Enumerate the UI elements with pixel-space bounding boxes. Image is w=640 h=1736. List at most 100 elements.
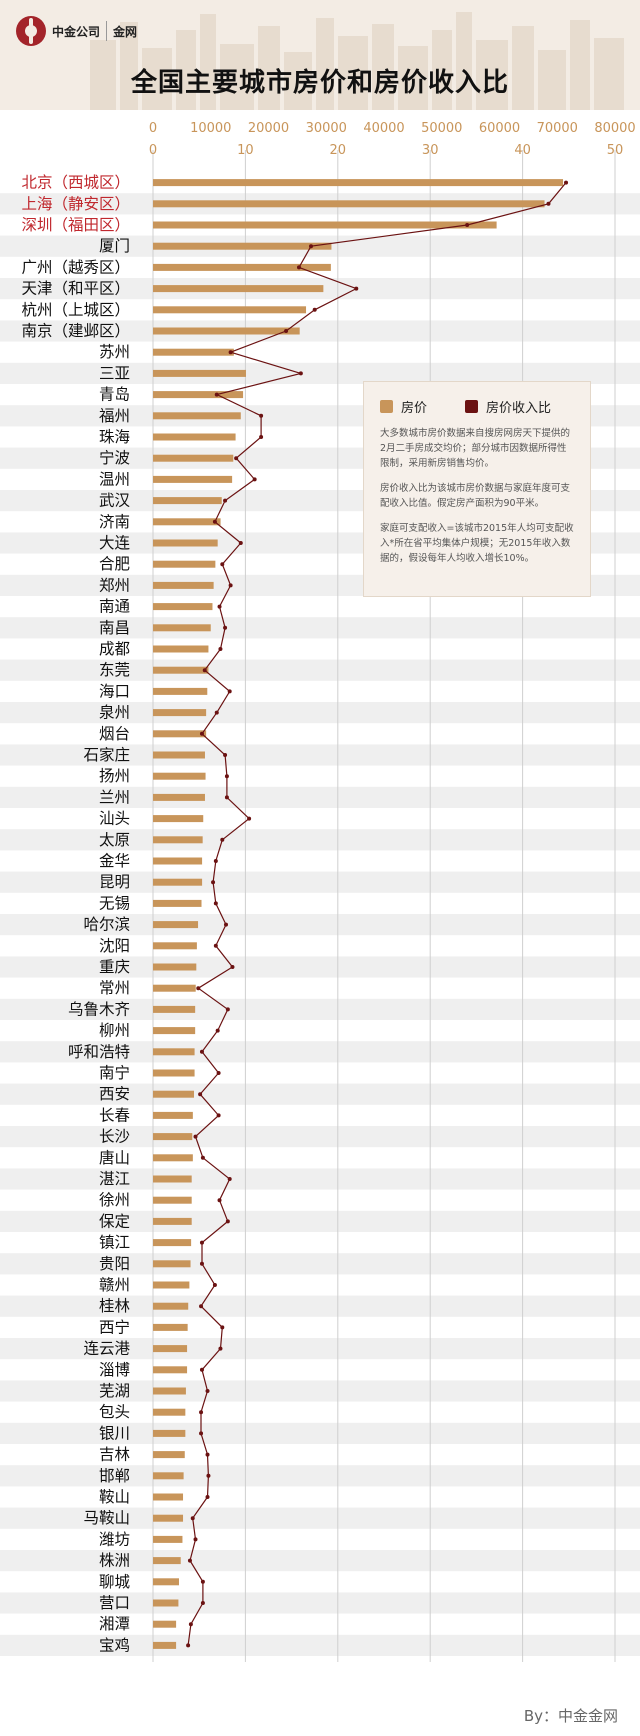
ratio-point <box>212 519 217 524</box>
city-label: 东莞 <box>99 661 130 679</box>
ratio-point <box>220 837 225 842</box>
city-label: 重庆 <box>99 958 130 976</box>
price-bar <box>153 539 218 547</box>
city-label: 杭州（上城区） <box>21 301 130 319</box>
ratio-point <box>220 562 225 567</box>
ratio-point <box>215 1028 220 1033</box>
ratio-point <box>223 625 228 630</box>
ratio-point <box>187 1558 192 1563</box>
ratio-point <box>193 1537 198 1542</box>
ratio-point <box>284 329 289 333</box>
price-bar <box>153 666 209 674</box>
price-bar <box>153 857 203 865</box>
city-label: 温州 <box>99 470 130 488</box>
city-label: 湘潭 <box>99 1615 130 1633</box>
row-stripe <box>0 702 640 724</box>
price-bar <box>153 921 199 929</box>
price-bar <box>153 306 307 314</box>
brand-sub: 金网 <box>113 24 138 39</box>
row-stripe <box>0 786 640 808</box>
ratio-line <box>187 182 567 1646</box>
city-label: 厦门 <box>99 237 130 255</box>
price-bar <box>153 285 324 293</box>
price-bar <box>153 1408 186 1416</box>
ratio-point <box>199 1367 204 1372</box>
ratio-point <box>190 1516 195 1521</box>
city-label: 上海（静安区） <box>21 195 130 213</box>
price-bar <box>153 1048 195 1056</box>
city-label: 北京（西城区） <box>21 174 130 192</box>
price-bar <box>153 1578 179 1586</box>
price-bar <box>153 1154 193 1162</box>
ratio-point <box>216 1071 221 1075</box>
ratio-point <box>196 986 201 991</box>
price-bar <box>153 1323 188 1331</box>
ratio-point <box>217 1198 222 1203</box>
price-tick-label: 0 <box>149 121 157 136</box>
ratio-point <box>228 583 233 588</box>
ratio-point <box>213 859 218 863</box>
legend-note-2: 房价收入比为该城市房价数据与家庭年度可支配收入比值。假定房产面积为90平米。 <box>380 483 571 509</box>
city-label: 淄博 <box>99 1361 130 1379</box>
city-label: 南昌 <box>99 619 130 637</box>
ratio-point <box>238 541 243 545</box>
ratio-point <box>224 795 229 800</box>
city-label: 珠海 <box>99 428 130 446</box>
city-label: 潍坊 <box>99 1530 130 1548</box>
ratio-point <box>199 731 204 736</box>
price-bar <box>153 433 236 441</box>
city-label: 聊城 <box>99 1573 131 1591</box>
ratio-point <box>213 901 218 906</box>
ratio-point <box>199 1240 204 1245</box>
ratio-point <box>234 456 239 461</box>
price-bar <box>153 1345 188 1353</box>
row-stripe <box>0 1592 640 1614</box>
price-bar <box>153 687 208 695</box>
city-label: 芜湖 <box>99 1382 130 1400</box>
city-label: 昆明 <box>99 873 130 891</box>
ratio-point <box>309 244 314 249</box>
price-bar <box>153 1302 189 1310</box>
city-label: 兰州 <box>99 788 130 806</box>
city-label: 成都 <box>99 640 130 658</box>
credit: By：中金金网 <box>523 1707 618 1725</box>
ratio-point <box>212 1283 217 1287</box>
row-stripe <box>0 362 640 384</box>
city-label: 青岛 <box>99 386 130 404</box>
price-bar <box>153 242 332 250</box>
price-bar <box>153 1599 179 1607</box>
price-bar <box>153 1493 184 1501</box>
ratio-point <box>227 1177 232 1181</box>
legend-note-3: 家庭可支配收入=该城市2015年人均可支配收入*所在省平均集体户规模；无2015… <box>380 523 574 564</box>
price-bar <box>153 963 197 971</box>
price-bar <box>153 581 214 589</box>
ratio-point <box>200 1155 205 1160</box>
ratio-point <box>225 1007 230 1012</box>
ratio-point <box>214 710 219 715</box>
price-tick-label: 30000 <box>306 121 347 136</box>
row-stripe <box>0 1422 640 1444</box>
ratio-point <box>193 1134 198 1139</box>
city-label: 马鞍山 <box>83 1509 130 1527</box>
price-bar <box>153 1005 196 1013</box>
ratio-point <box>230 965 235 969</box>
ratio-point <box>223 498 228 503</box>
price-bar <box>153 1133 193 1141</box>
ratio-point <box>199 1049 204 1054</box>
price-bar <box>153 327 300 335</box>
brand-separator <box>106 21 108 41</box>
logo-mark-icon <box>16 16 46 46</box>
city-label: 武汉 <box>99 492 131 510</box>
ratio-point <box>312 307 317 312</box>
skyline-illustration <box>90 12 624 110</box>
ratio-point <box>218 647 223 651</box>
city-label: 常州 <box>99 979 130 997</box>
price-bar <box>153 1281 190 1289</box>
city-label: 徐州 <box>99 1191 130 1209</box>
price-bar <box>153 1429 186 1437</box>
ratio-point <box>227 689 232 694</box>
city-label: 哈尔滨 <box>83 916 130 934</box>
city-label: 广州（越秀区） <box>21 258 130 276</box>
city-label: 太原 <box>99 831 130 849</box>
legend-price-label: 房价 <box>401 400 428 416</box>
